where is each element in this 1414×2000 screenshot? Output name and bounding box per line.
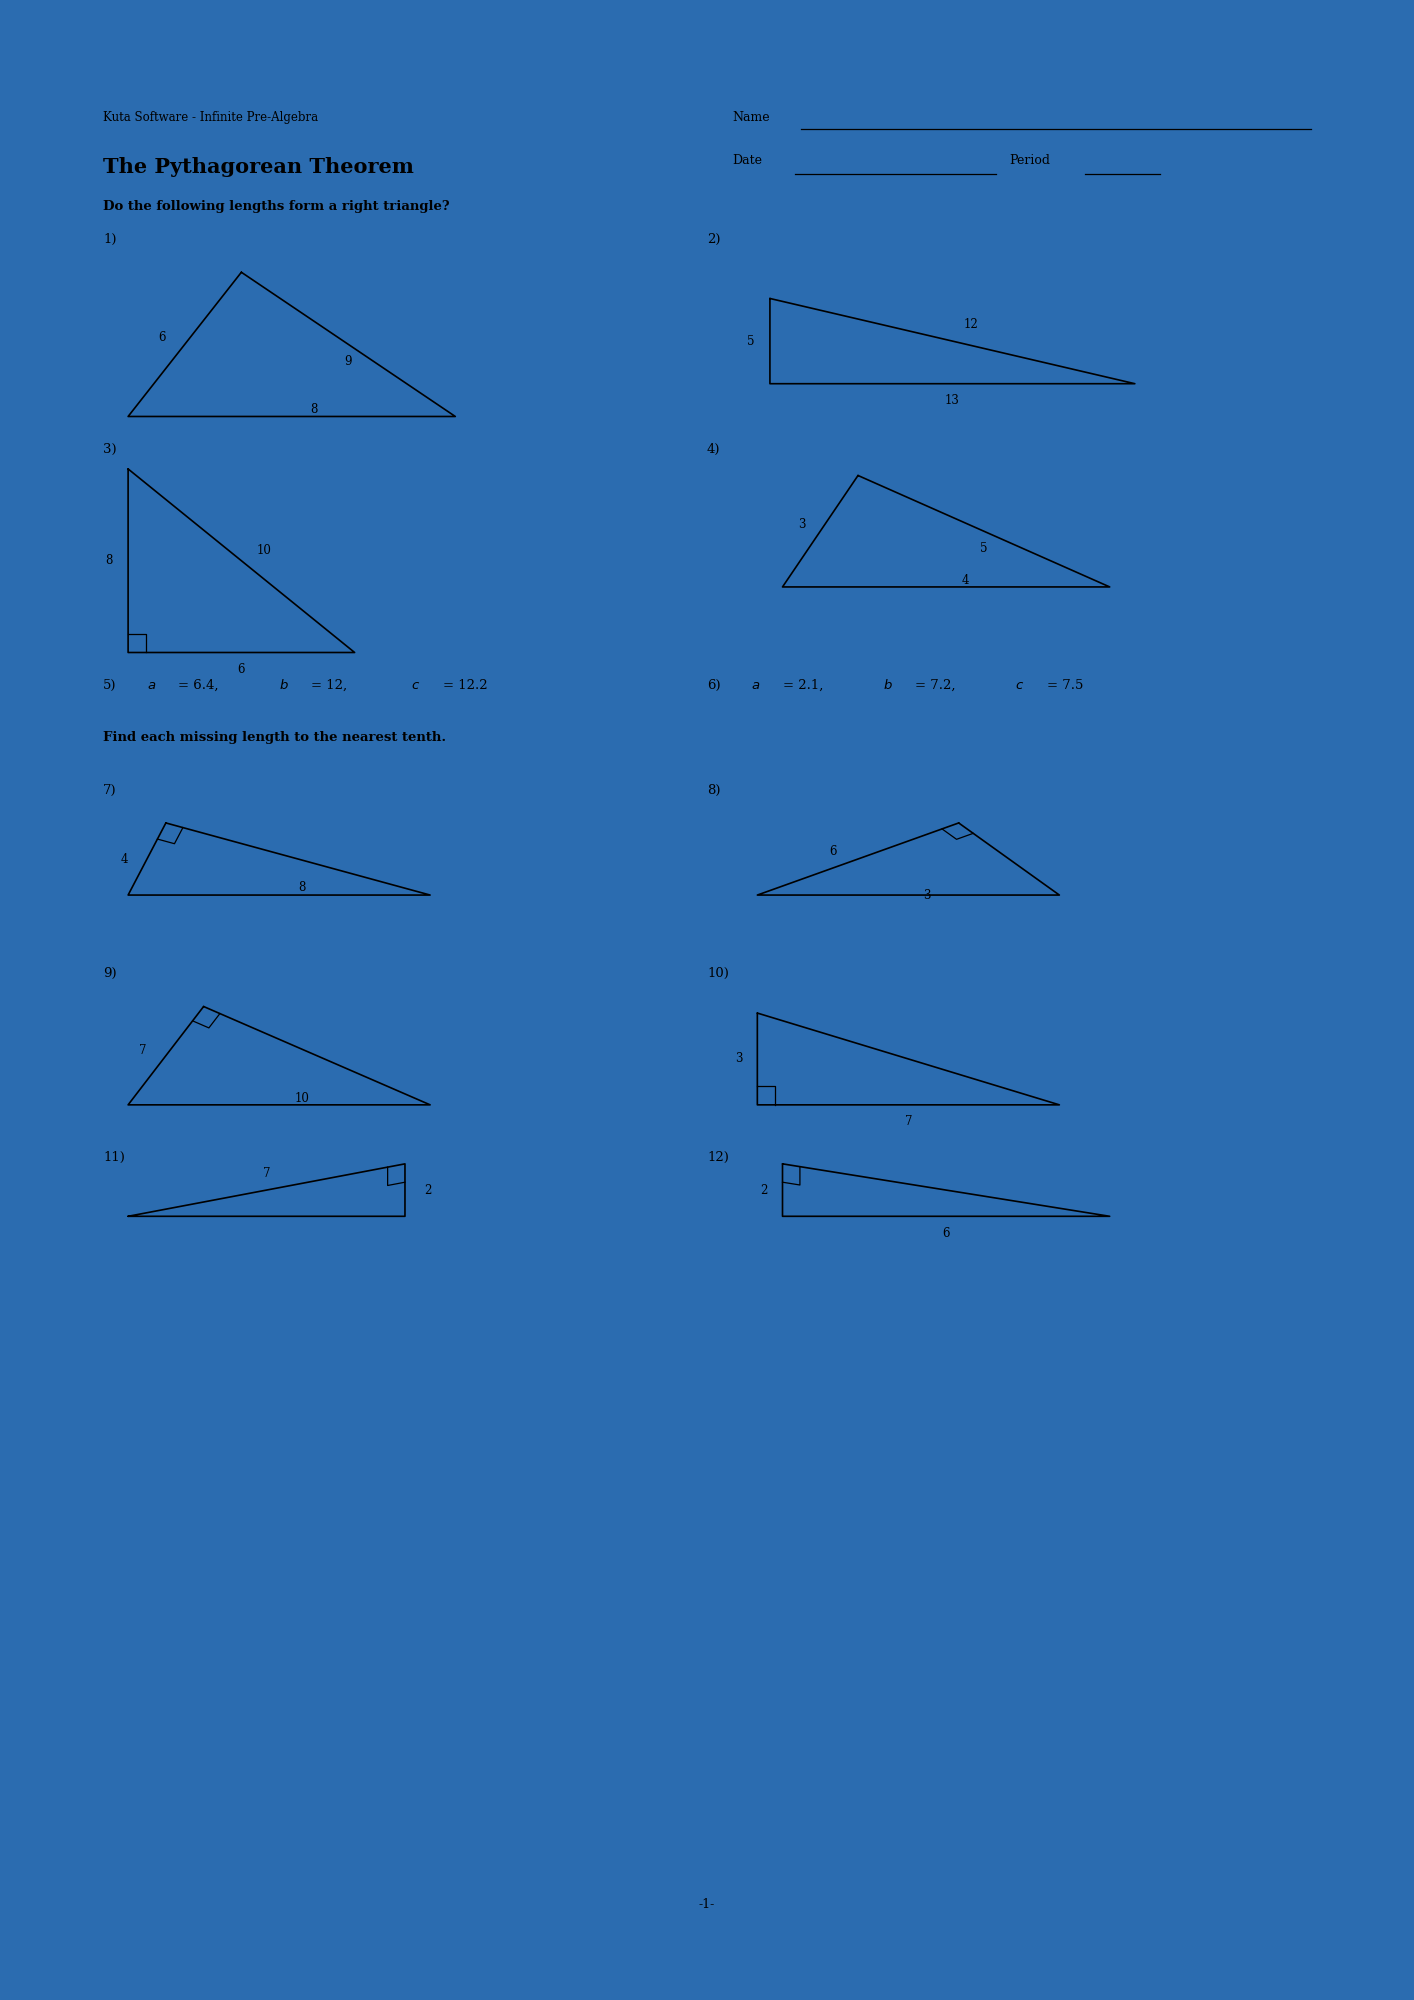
Text: 9): 9) xyxy=(103,968,116,980)
Text: 9: 9 xyxy=(345,354,352,368)
Text: 7: 7 xyxy=(905,1116,912,1128)
Text: 5: 5 xyxy=(980,542,987,554)
Text: $c$: $c$ xyxy=(1015,678,1024,692)
Text: 6: 6 xyxy=(942,1226,950,1240)
Text: Do the following lengths form a right triangle?: Do the following lengths form a right tr… xyxy=(103,200,450,214)
Text: 6: 6 xyxy=(238,664,245,676)
Text: 8: 8 xyxy=(106,554,113,568)
Text: 7: 7 xyxy=(263,1166,270,1180)
Text: = 6.4,: = 6.4, xyxy=(178,678,219,692)
Text: 3: 3 xyxy=(735,1052,742,1066)
Text: 10): 10) xyxy=(707,968,728,980)
Text: 2: 2 xyxy=(424,1184,431,1196)
Text: 6: 6 xyxy=(829,844,837,858)
Text: 8): 8) xyxy=(707,784,721,796)
Text: 6): 6) xyxy=(707,678,721,692)
Text: $a$: $a$ xyxy=(147,678,156,692)
Text: = 2.1,: = 2.1, xyxy=(782,678,823,692)
Text: 4: 4 xyxy=(120,852,129,866)
Text: 11): 11) xyxy=(103,1150,124,1164)
Text: 13: 13 xyxy=(945,394,960,408)
Text: 7): 7) xyxy=(103,784,116,796)
Text: 7: 7 xyxy=(140,1044,147,1056)
Text: 4): 4) xyxy=(707,442,721,456)
Text: 4: 4 xyxy=(962,574,969,586)
Text: $a$: $a$ xyxy=(751,678,761,692)
Text: 3): 3) xyxy=(103,442,116,456)
Text: The Pythagorean Theorem: The Pythagorean Theorem xyxy=(103,156,414,176)
Text: 8: 8 xyxy=(298,880,305,894)
Text: 3: 3 xyxy=(797,518,805,532)
Text: 2): 2) xyxy=(707,234,721,246)
Text: = 12.2: = 12.2 xyxy=(443,678,488,692)
Text: -1-: -1- xyxy=(699,1898,715,1912)
Text: $b$: $b$ xyxy=(279,678,288,692)
Text: 10: 10 xyxy=(294,1092,310,1104)
Text: 10: 10 xyxy=(256,544,271,556)
Text: 1): 1) xyxy=(103,234,116,246)
Text: = 7.2,: = 7.2, xyxy=(915,678,954,692)
Text: = 12,: = 12, xyxy=(311,678,346,692)
Text: 5: 5 xyxy=(747,334,755,348)
Text: 8: 8 xyxy=(311,404,318,416)
Text: $c$: $c$ xyxy=(411,678,420,692)
Text: 2: 2 xyxy=(759,1184,768,1196)
Text: Kuta Software - Infinite Pre-Algebra: Kuta Software - Infinite Pre-Algebra xyxy=(103,112,318,124)
Text: 6: 6 xyxy=(158,332,165,344)
Text: = 7.5: = 7.5 xyxy=(1046,678,1083,692)
Text: $b$: $b$ xyxy=(884,678,894,692)
Text: Name: Name xyxy=(732,112,769,124)
Text: Date: Date xyxy=(732,154,762,168)
Text: 12: 12 xyxy=(964,318,978,330)
Text: 5): 5) xyxy=(103,678,116,692)
Text: 12): 12) xyxy=(707,1150,728,1164)
Text: Period: Period xyxy=(1010,154,1051,168)
Text: 3: 3 xyxy=(923,888,930,902)
Text: Find each missing length to the nearest tenth.: Find each missing length to the nearest … xyxy=(103,732,445,744)
